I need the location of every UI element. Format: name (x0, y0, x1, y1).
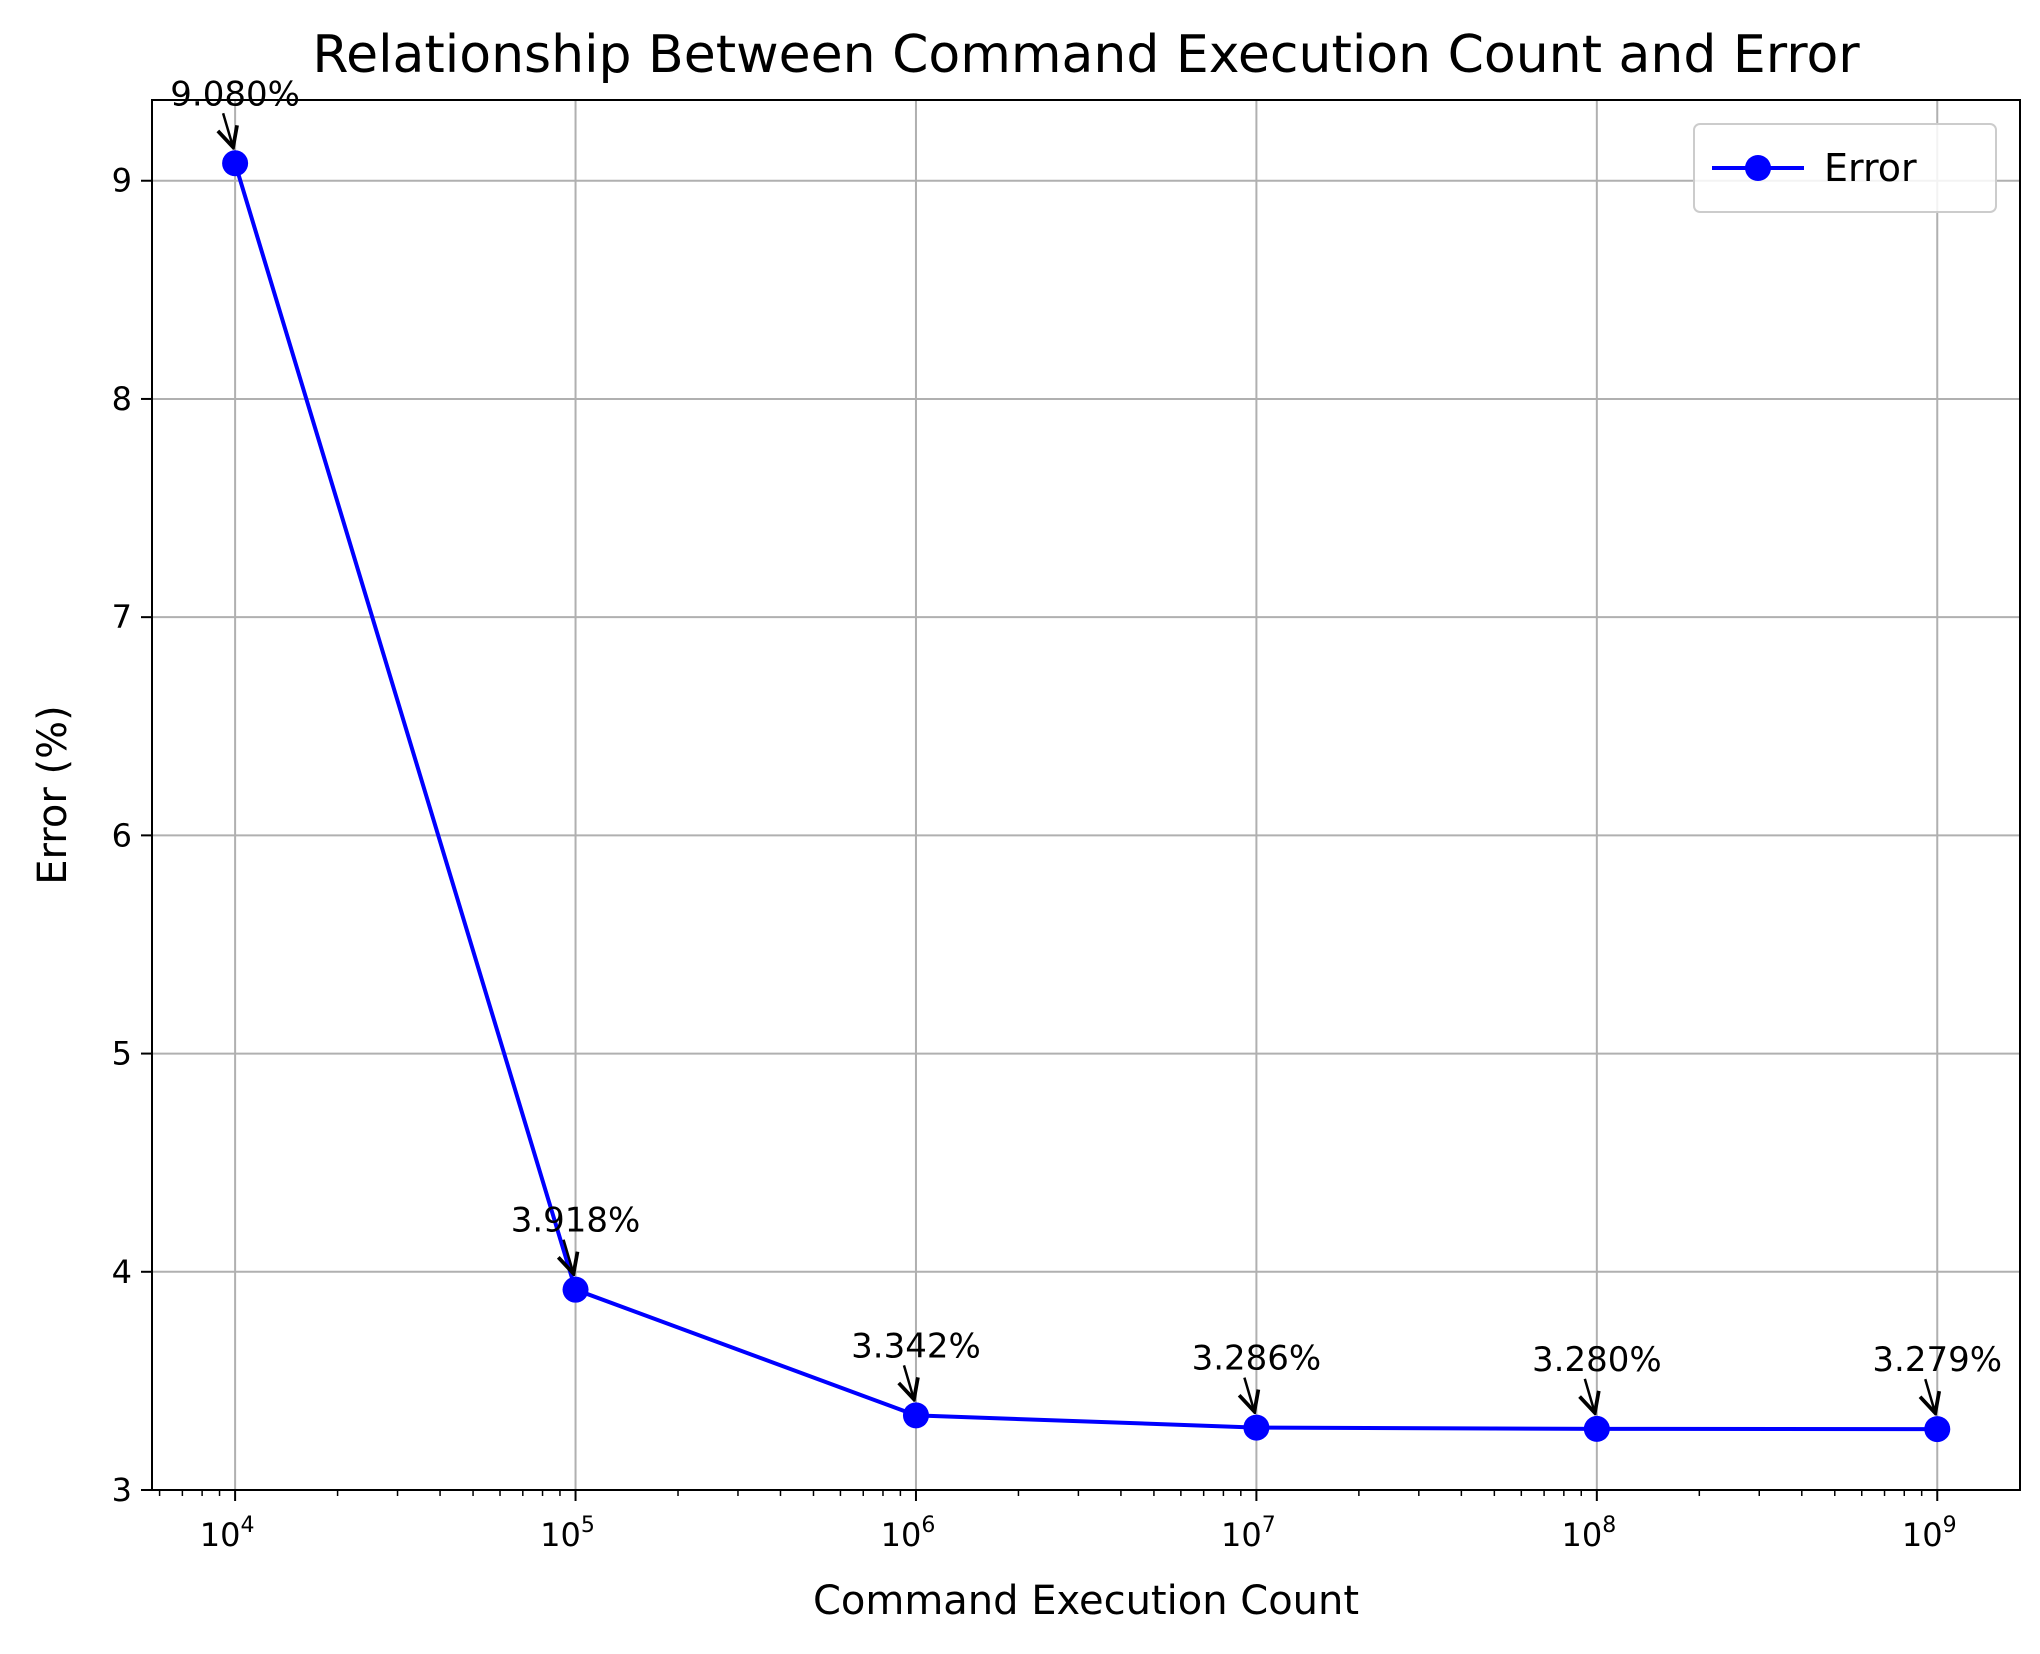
data-point (1583, 1415, 1610, 1442)
x-tick-exponent: 6 (921, 1513, 935, 1538)
legend-marker (1745, 155, 1771, 181)
y-tick-label: 8 (112, 380, 132, 418)
x-tick-label: 109 (1902, 1513, 1957, 1554)
data-point (1243, 1414, 1270, 1441)
data-label-arrow (1585, 1378, 1595, 1413)
grid-lines (152, 100, 2020, 1491)
data-labels: 9.080% 3.918% 3.342% 3.286% 3.280% 3.279% (170, 74, 2002, 1413)
x-tick-base: 10 (1561, 1516, 1602, 1554)
x-tick-base: 10 (200, 1516, 241, 1554)
x-tick-label: 108 (1561, 1513, 1616, 1554)
data-label-arrow (1244, 1377, 1254, 1412)
x-tick-exponent: 8 (1602, 1513, 1616, 1538)
plot-frame (151, 99, 2021, 1491)
series-layer (222, 150, 1951, 1443)
data-label-arrow (1925, 1378, 1935, 1413)
x-tick-exponent: 7 (1262, 1513, 1276, 1538)
y-tick-label: 5 (112, 1035, 132, 1073)
y-axis-label: Error (%) (30, 705, 76, 884)
x-tick-exponent: 9 (1943, 1513, 1957, 1538)
x-tick-label: 107 (1221, 1513, 1276, 1554)
data-label: 9.080% (170, 74, 300, 114)
data-label-arrow (564, 1239, 574, 1274)
x-tick-label: 106 (881, 1513, 936, 1554)
y-tick-label: 7 (112, 598, 132, 636)
data-point (1924, 1416, 1951, 1443)
x-tick-base: 10 (881, 1516, 922, 1554)
x-tick-base: 10 (1902, 1516, 1943, 1554)
data-label-arrow (904, 1365, 914, 1399)
data-label: 3.286% (1192, 1339, 1322, 1379)
x-tick-base: 10 (540, 1516, 581, 1554)
data-label: 3.280% (1532, 1340, 1662, 1380)
y-tick-label: 4 (112, 1253, 132, 1291)
y-tick-label: 3 (112, 1471, 132, 1509)
data-point (222, 150, 249, 177)
data-point (562, 1276, 589, 1303)
data-label: 3.342% (851, 1326, 981, 1366)
legend: Error (1693, 123, 1997, 213)
data-point (902, 1402, 929, 1429)
data-label-arrow (223, 112, 233, 147)
legend-box (1693, 123, 1997, 213)
x-tick-label: 105 (540, 1513, 595, 1554)
y-tick-label: 6 (112, 816, 132, 854)
y-tick-label: 9 (112, 162, 132, 200)
data-label: 3.279% (1872, 1340, 2002, 1380)
x-tick-exponent: 4 (240, 1513, 254, 1538)
x-tick-label: 104 (200, 1513, 255, 1554)
data-label: 3.918% (511, 1201, 641, 1241)
chart-title: Relationship Between Command Execution C… (312, 25, 1860, 85)
series-line (233, 162, 1938, 1432)
x-tick-base: 10 (1221, 1516, 1262, 1554)
legend-label: Error (1824, 146, 1917, 190)
x-tick-exponent: 5 (581, 1513, 595, 1538)
x-axis-label: Command Execution Count (813, 1578, 1359, 1624)
